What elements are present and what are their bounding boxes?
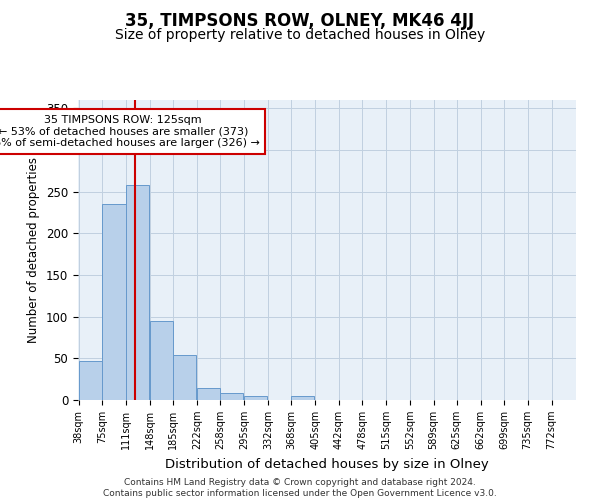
Bar	[220, 392, 244, 400]
Bar	[197, 388, 220, 400]
Bar	[173, 355, 196, 400]
Bar	[244, 396, 268, 400]
Text: Size of property relative to detached houses in Olney: Size of property relative to detached ho…	[115, 28, 485, 42]
Y-axis label: Number of detached properties: Number of detached properties	[28, 157, 40, 343]
Bar	[149, 321, 173, 400]
Text: 35 TIMPSONS ROW: 125sqm
← 53% of detached houses are smaller (373)
46% of semi-d: 35 TIMPSONS ROW: 125sqm ← 53% of detache…	[0, 115, 260, 148]
X-axis label: Distribution of detached houses by size in Olney: Distribution of detached houses by size …	[165, 458, 489, 470]
Bar	[291, 396, 314, 400]
Bar	[79, 361, 102, 400]
Bar	[103, 204, 125, 400]
Text: 35, TIMPSONS ROW, OLNEY, MK46 4JJ: 35, TIMPSONS ROW, OLNEY, MK46 4JJ	[125, 12, 475, 30]
Bar	[125, 185, 149, 400]
Text: Contains HM Land Registry data © Crown copyright and database right 2024.
Contai: Contains HM Land Registry data © Crown c…	[103, 478, 497, 498]
